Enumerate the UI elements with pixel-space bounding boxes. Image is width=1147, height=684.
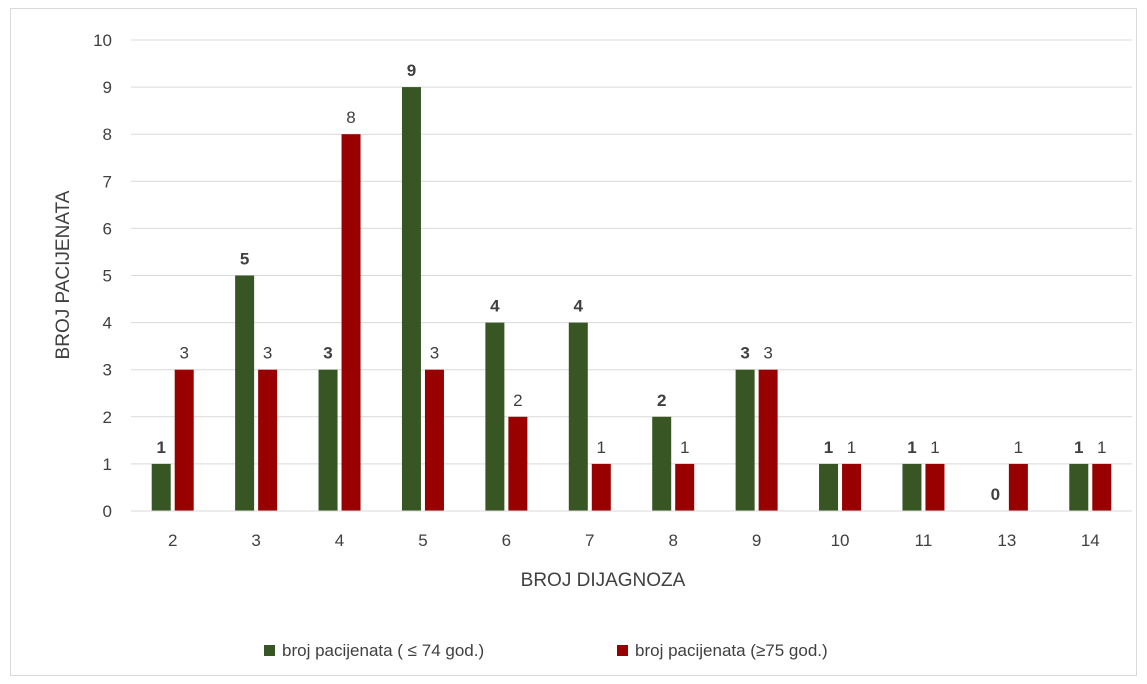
x-tick-label: 5	[418, 531, 427, 550]
data-label-series-2: 1	[1014, 438, 1023, 457]
y-tick-label: 2	[103, 408, 112, 427]
bar-series-2	[1092, 463, 1112, 511]
bar-series-2	[1008, 463, 1028, 511]
bar-series-2	[424, 369, 444, 511]
x-tick-labels: 2 3 4 5 6 7 8 9 10 11 13 14	[168, 531, 1100, 550]
x-tick-label: 14	[1081, 531, 1100, 550]
bar-series-2	[675, 463, 695, 511]
bars	[151, 87, 1112, 511]
bar-series-2	[591, 463, 611, 511]
x-tick-label: 9	[752, 531, 761, 550]
data-label-series-1: 2	[657, 391, 666, 410]
y-tick-label: 9	[103, 78, 112, 97]
y-axis-title: BROJ PACIJENATA	[53, 190, 74, 359]
y-tick-label: 0	[103, 502, 112, 521]
bar-series-2	[508, 416, 528, 511]
x-tick-label: 4	[335, 531, 344, 550]
y-tick-label: 3	[103, 361, 112, 380]
data-label-series-2: 2	[513, 391, 522, 410]
bar-series-1	[735, 369, 755, 511]
bar-series-1	[652, 416, 672, 511]
bar-series-1	[401, 87, 421, 511]
data-label-series-1: 4	[574, 297, 584, 316]
data-label-series-2: 3	[763, 344, 772, 363]
bar-series-2	[258, 369, 278, 511]
x-tick-label: 7	[585, 531, 594, 550]
bar-series-2	[842, 463, 862, 511]
y-tick-label: 5	[103, 267, 112, 286]
data-label-series-2: 1	[680, 438, 689, 457]
y-tick-label: 6	[103, 219, 112, 238]
y-tick-labels: 0 1 2 3 4 5 6 7 8 9 10	[93, 31, 112, 521]
bar-series-2	[758, 369, 778, 511]
bar-series-1	[151, 463, 171, 511]
x-tick-label: 11	[915, 531, 933, 550]
bar-series-2	[341, 134, 361, 511]
data-label-series-1: 3	[323, 344, 332, 363]
data-label-series-1: 5	[240, 250, 249, 269]
data-label-series-2: 3	[263, 344, 272, 363]
data-label-series-2: 8	[346, 108, 355, 127]
legend-label-series-1: broj pacijenata ( ≤ 74 god.)	[282, 641, 484, 660]
bar-series-1	[902, 463, 922, 511]
gridlines	[131, 39, 1132, 465]
y-tick-label: 10	[93, 31, 112, 50]
legend-swatch-series-1	[264, 645, 275, 656]
legend-swatch-series-2	[617, 645, 628, 656]
bar-series-1	[318, 369, 338, 511]
bar-series-2	[174, 369, 194, 511]
bar-series-2	[925, 463, 945, 511]
data-label-series-1: 3	[740, 344, 749, 363]
y-tick-label: 8	[103, 125, 112, 144]
data-label-series-2: 3	[430, 344, 439, 363]
data-label-series-2: 3	[179, 344, 188, 363]
legend: broj pacijenata ( ≤ 74 god.) broj pacije…	[264, 641, 828, 660]
data-label-series-1: 1	[824, 438, 833, 457]
x-tick-label: 8	[668, 531, 677, 550]
x-axis-title: BROJ DIJAGNOZA	[521, 570, 686, 591]
bar-series-1	[1069, 463, 1089, 511]
bar-series-1	[568, 322, 588, 511]
y-tick-label: 4	[103, 314, 112, 333]
legend-label-series-2: broj pacijenata (≥75 god.)	[635, 641, 828, 660]
bar-series-1	[485, 322, 505, 511]
x-tick-label: 10	[831, 531, 850, 550]
data-label-series-1: 1	[907, 438, 916, 457]
data-label-series-2: 1	[597, 438, 606, 457]
data-label-series-1: 9	[407, 61, 416, 80]
x-tick-label: 6	[502, 531, 511, 550]
data-label-series-2: 1	[847, 438, 856, 457]
y-tick-label: 1	[103, 455, 112, 474]
bar-series-1	[235, 275, 255, 511]
data-label-series-1: 1	[1074, 438, 1083, 457]
data-label-series-1: 4	[490, 297, 500, 316]
x-tick-label: 3	[251, 531, 260, 550]
data-label-series-1: 0	[991, 485, 1000, 504]
y-tick-label: 7	[103, 172, 112, 191]
bar-series-1	[819, 463, 839, 511]
data-label-series-1: 1	[156, 438, 165, 457]
data-label-series-2: 1	[930, 438, 939, 457]
x-tick-label: 2	[168, 531, 177, 550]
x-tick-label: 13	[997, 531, 1016, 550]
data-label-series-2: 1	[1097, 438, 1106, 457]
